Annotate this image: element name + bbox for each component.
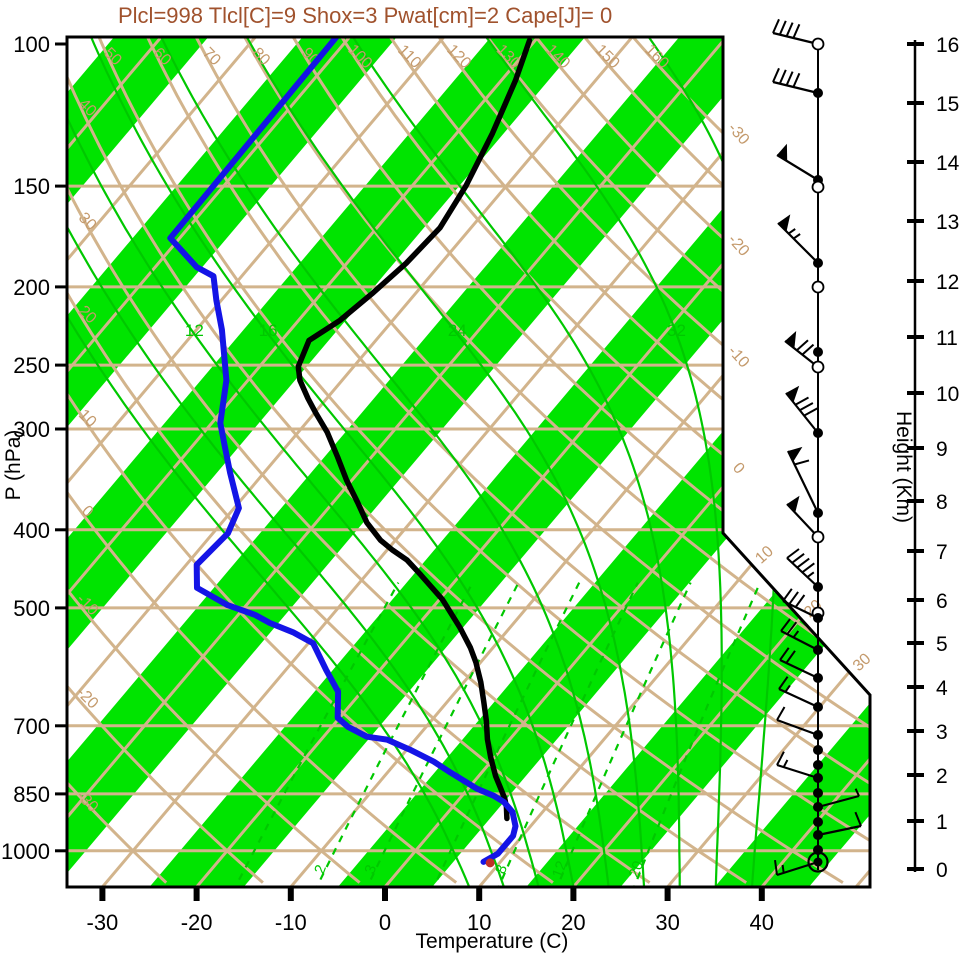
grid-line-label: 24 [448, 321, 467, 340]
height-tick-label: 9 [936, 438, 948, 461]
temperature-tick-label: -10 [275, 910, 307, 935]
height-tick-label: 8 [936, 491, 948, 514]
wind-level-dot [813, 788, 823, 798]
height-tick-label: 7 [936, 541, 948, 564]
height-axis-label: Height (Km) [892, 411, 915, 523]
height-tick-label: 3 [936, 721, 948, 744]
wind-level-dot [813, 428, 823, 438]
pressure-tick-label: 400 [13, 518, 50, 543]
height-tick-label: 1 [936, 811, 948, 834]
dewpoint-curve [167, 37, 519, 865]
wind-level-circle [811, 37, 825, 51]
pressure-tick-label: 150 [13, 174, 50, 199]
wind-level-dot [813, 582, 823, 592]
wind-level-dot [813, 258, 823, 268]
grid-line-label: 30 [850, 650, 875, 675]
chart-title: Plcl=998 Tlcl[C]=9 Shox=3 Pwat[cm]=2 Cap… [118, 3, 612, 28]
height-tick-label: 14 [936, 152, 960, 175]
pressure-tick-label: 1000 [1, 839, 50, 864]
temperature-tick-label: -30 [87, 910, 119, 935]
surface-parcel-marker [485, 858, 495, 868]
wind-level-circle [811, 530, 825, 544]
wind-level-dot [813, 508, 823, 518]
height-tick-label: 2 [936, 765, 948, 788]
pressure-tick-label: 700 [13, 714, 50, 739]
grid-line-label: 0 [729, 460, 748, 478]
wind-level-dot [813, 645, 823, 655]
temperature-tick-label: 0 [379, 910, 391, 935]
wind-level-circle [811, 180, 825, 194]
grid-line-label: 20 [626, 859, 648, 880]
pressure-tick-label: 850 [13, 782, 50, 807]
grid-line-label: -30 [724, 120, 752, 149]
height-tick-label: 5 [936, 633, 948, 656]
wind-level-dot [813, 830, 823, 840]
grid-line-label: 10 [752, 543, 777, 568]
temperature-tick-label: 40 [750, 910, 774, 935]
temperature-tick-label: 30 [655, 910, 679, 935]
height-tick-label: 0 [936, 859, 948, 882]
grid-line-label: 12 [549, 859, 571, 880]
wind-level-circle [811, 280, 825, 294]
wind-level-dot [813, 802, 823, 812]
pressure-tick-label: 500 [13, 596, 50, 621]
pressure-tick-label: 200 [13, 275, 50, 300]
wind-level-dot [813, 730, 823, 740]
grid-line-label: 150 [592, 41, 623, 72]
pressure-tick-label: 100 [13, 32, 50, 57]
height-tick-label: 13 [936, 211, 959, 234]
grid-line-label: -20 [724, 231, 752, 260]
wind-level-dot [813, 760, 823, 770]
wind-level-dot [813, 347, 823, 357]
grid-line-label: -10 [724, 343, 752, 372]
wind-level-dot [813, 673, 823, 683]
temperature-axis-label: Temperature (C) [416, 930, 569, 953]
wind-level-dot [813, 745, 823, 755]
height-tick-label: 16 [936, 34, 959, 57]
temperature-tick-label: -20 [181, 910, 213, 935]
height-tick-label: 12 [936, 271, 959, 294]
station-circle [807, 851, 829, 873]
temperature-tick-label: 20 [561, 910, 585, 935]
grid-line-label: 32 [667, 321, 686, 340]
wind-level-dot [813, 817, 823, 827]
height-tick-label: 10 [936, 383, 959, 406]
grid-line-label: -20 [73, 684, 101, 712]
grid-line-label: 12 [185, 321, 204, 340]
grid-line-label: 16 [259, 321, 278, 340]
lcl-marker [485, 858, 495, 868]
height-tick-label: 11 [936, 327, 958, 350]
pressure-tick-label: 250 [13, 353, 50, 378]
sounding-curves [167, 37, 533, 865]
wind-level-dot [813, 88, 823, 98]
wind-level-dot [813, 613, 823, 623]
wind-level-dot [813, 773, 823, 783]
wind-level-circle [811, 360, 825, 374]
pressure-axis-label: P (hPa) [2, 430, 25, 501]
temperature-tick-label: 10 [467, 910, 491, 935]
height-tick-label: 6 [936, 590, 948, 613]
wind-level-dot [813, 702, 823, 712]
wind-barb-column [772, 18, 862, 877]
height-tick-label: 15 [936, 93, 959, 116]
temperature-curve [295, 37, 533, 822]
height-tick-label: 4 [936, 677, 948, 700]
pressure-tick-label: 300 [13, 417, 50, 442]
